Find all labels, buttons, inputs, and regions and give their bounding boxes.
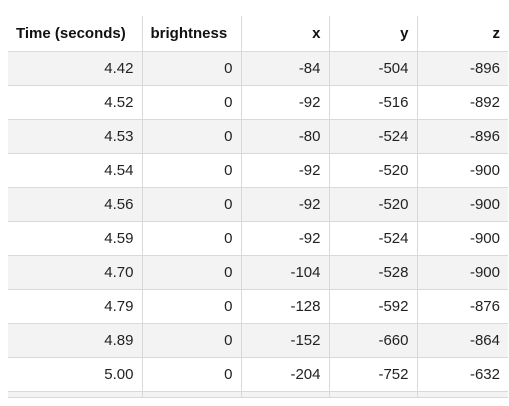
column-header-x[interactable]: x xyxy=(241,16,330,52)
cell-z[interactable]: -896 xyxy=(417,51,508,86)
cell-y[interactable]: -516 xyxy=(329,85,418,120)
cell-z[interactable]: -864 xyxy=(417,323,508,358)
cell-z[interactable]: -900 xyxy=(417,153,508,188)
cell-y[interactable]: -520 xyxy=(329,187,418,222)
cell-z[interactable]: -896 xyxy=(417,119,508,154)
cell-brightness[interactable]: 0 xyxy=(142,289,242,324)
cell-brightness[interactable]: 0 xyxy=(142,119,242,154)
cell-x[interactable]: -92 xyxy=(241,153,330,188)
table-row: 4.89 0 -152 -660 -864 xyxy=(8,323,508,358)
cell-x[interactable]: -104 xyxy=(241,255,330,290)
cell-time[interactable]: 4.54 xyxy=(8,153,143,188)
cell-brightness[interactable]: 0 xyxy=(142,51,242,86)
cell-z[interactable]: -876 xyxy=(417,289,508,324)
cell-x[interactable]: -80 xyxy=(241,119,330,154)
cell-x[interactable]: -152 xyxy=(241,323,330,358)
cell-x[interactable]: -128 xyxy=(241,289,330,324)
column-header-z[interactable]: z xyxy=(417,16,508,52)
cell-time[interactable]: 5.00 xyxy=(8,357,143,392)
cell-brightness[interactable]: 0 xyxy=(142,153,242,188)
table-row: 4.79 0 -128 -592 -876 xyxy=(8,289,508,324)
cell-brightness[interactable]: 0 xyxy=(142,187,242,222)
table-header: Time (seconds) brightness x y z xyxy=(8,16,508,52)
table-row: 5.00 0 -204 -752 -632 xyxy=(8,357,508,392)
cell-time[interactable]: 4.89 xyxy=(8,323,143,358)
table-row: 4.70 0 -104 -528 -900 xyxy=(8,255,508,290)
cell-brightness[interactable]: 0 xyxy=(142,357,242,392)
table-row: 4.56 0 -92 -520 -900 xyxy=(8,187,508,222)
cell-time[interactable]: 4.56 xyxy=(8,187,143,222)
table-row: 4.42 0 -84 -504 -896 xyxy=(8,51,508,86)
table-row: 4.54 0 -92 -520 -900 xyxy=(8,153,508,188)
cell-y[interactable]: -528 xyxy=(329,255,418,290)
cell-x[interactable]: -84 xyxy=(241,51,330,86)
cell-z[interactable]: -900 xyxy=(417,187,508,222)
cell-z[interactable]: -900 xyxy=(417,255,508,290)
cell-brightness[interactable]: 0 xyxy=(142,221,242,256)
cell-y[interactable]: -524 xyxy=(329,119,418,154)
cell-z[interactable]: -632 xyxy=(417,357,508,392)
cell-x[interactable]: -204 xyxy=(241,357,330,392)
cell-x[interactable]: -92 xyxy=(241,221,330,256)
cell-z[interactable]: -900 xyxy=(417,221,508,256)
cell-time[interactable]: 4.53 xyxy=(8,119,143,154)
column-header-time[interactable]: Time (seconds) xyxy=(8,16,143,52)
cell-time[interactable]: 4.59 xyxy=(8,221,143,256)
cell-y[interactable]: -592 xyxy=(329,289,418,324)
cell-x[interactable]: -92 xyxy=(241,85,330,120)
cell-y[interactable]: -524 xyxy=(329,221,418,256)
header-row: Time (seconds) brightness x y z xyxy=(8,16,508,52)
cell-brightness[interactable]: 0 xyxy=(142,85,242,120)
column-header-brightness[interactable]: brightness xyxy=(142,16,242,52)
table-body: 4.42 0 -84 -504 -896 4.52 0 -92 -516 -89… xyxy=(8,51,508,398)
table-row-partial xyxy=(8,391,508,398)
cell-z[interactable] xyxy=(417,391,508,398)
cell-y[interactable] xyxy=(329,391,418,398)
cell-brightness[interactable] xyxy=(142,391,242,398)
cell-brightness[interactable]: 0 xyxy=(142,255,242,290)
cell-time[interactable]: 4.70 xyxy=(8,255,143,290)
cell-y[interactable]: -752 xyxy=(329,357,418,392)
cell-brightness[interactable]: 0 xyxy=(142,323,242,358)
table-row: 4.53 0 -80 -524 -896 xyxy=(8,119,508,154)
cell-time[interactable]: 4.52 xyxy=(8,85,143,120)
cell-z[interactable]: -892 xyxy=(417,85,508,120)
cell-x[interactable]: -92 xyxy=(241,187,330,222)
sensor-data-table: Time (seconds) brightness x y z 4.42 0 -… xyxy=(8,16,508,398)
cell-time[interactable] xyxy=(8,391,143,398)
cell-y[interactable]: -660 xyxy=(329,323,418,358)
cell-y[interactable]: -520 xyxy=(329,153,418,188)
cell-time[interactable]: 4.42 xyxy=(8,51,143,86)
cell-time[interactable]: 4.79 xyxy=(8,289,143,324)
column-header-y[interactable]: y xyxy=(329,16,418,52)
table-row: 4.59 0 -92 -524 -900 xyxy=(8,221,508,256)
cell-y[interactable]: -504 xyxy=(329,51,418,86)
cell-x[interactable] xyxy=(241,391,330,398)
table-row: 4.52 0 -92 -516 -892 xyxy=(8,85,508,120)
